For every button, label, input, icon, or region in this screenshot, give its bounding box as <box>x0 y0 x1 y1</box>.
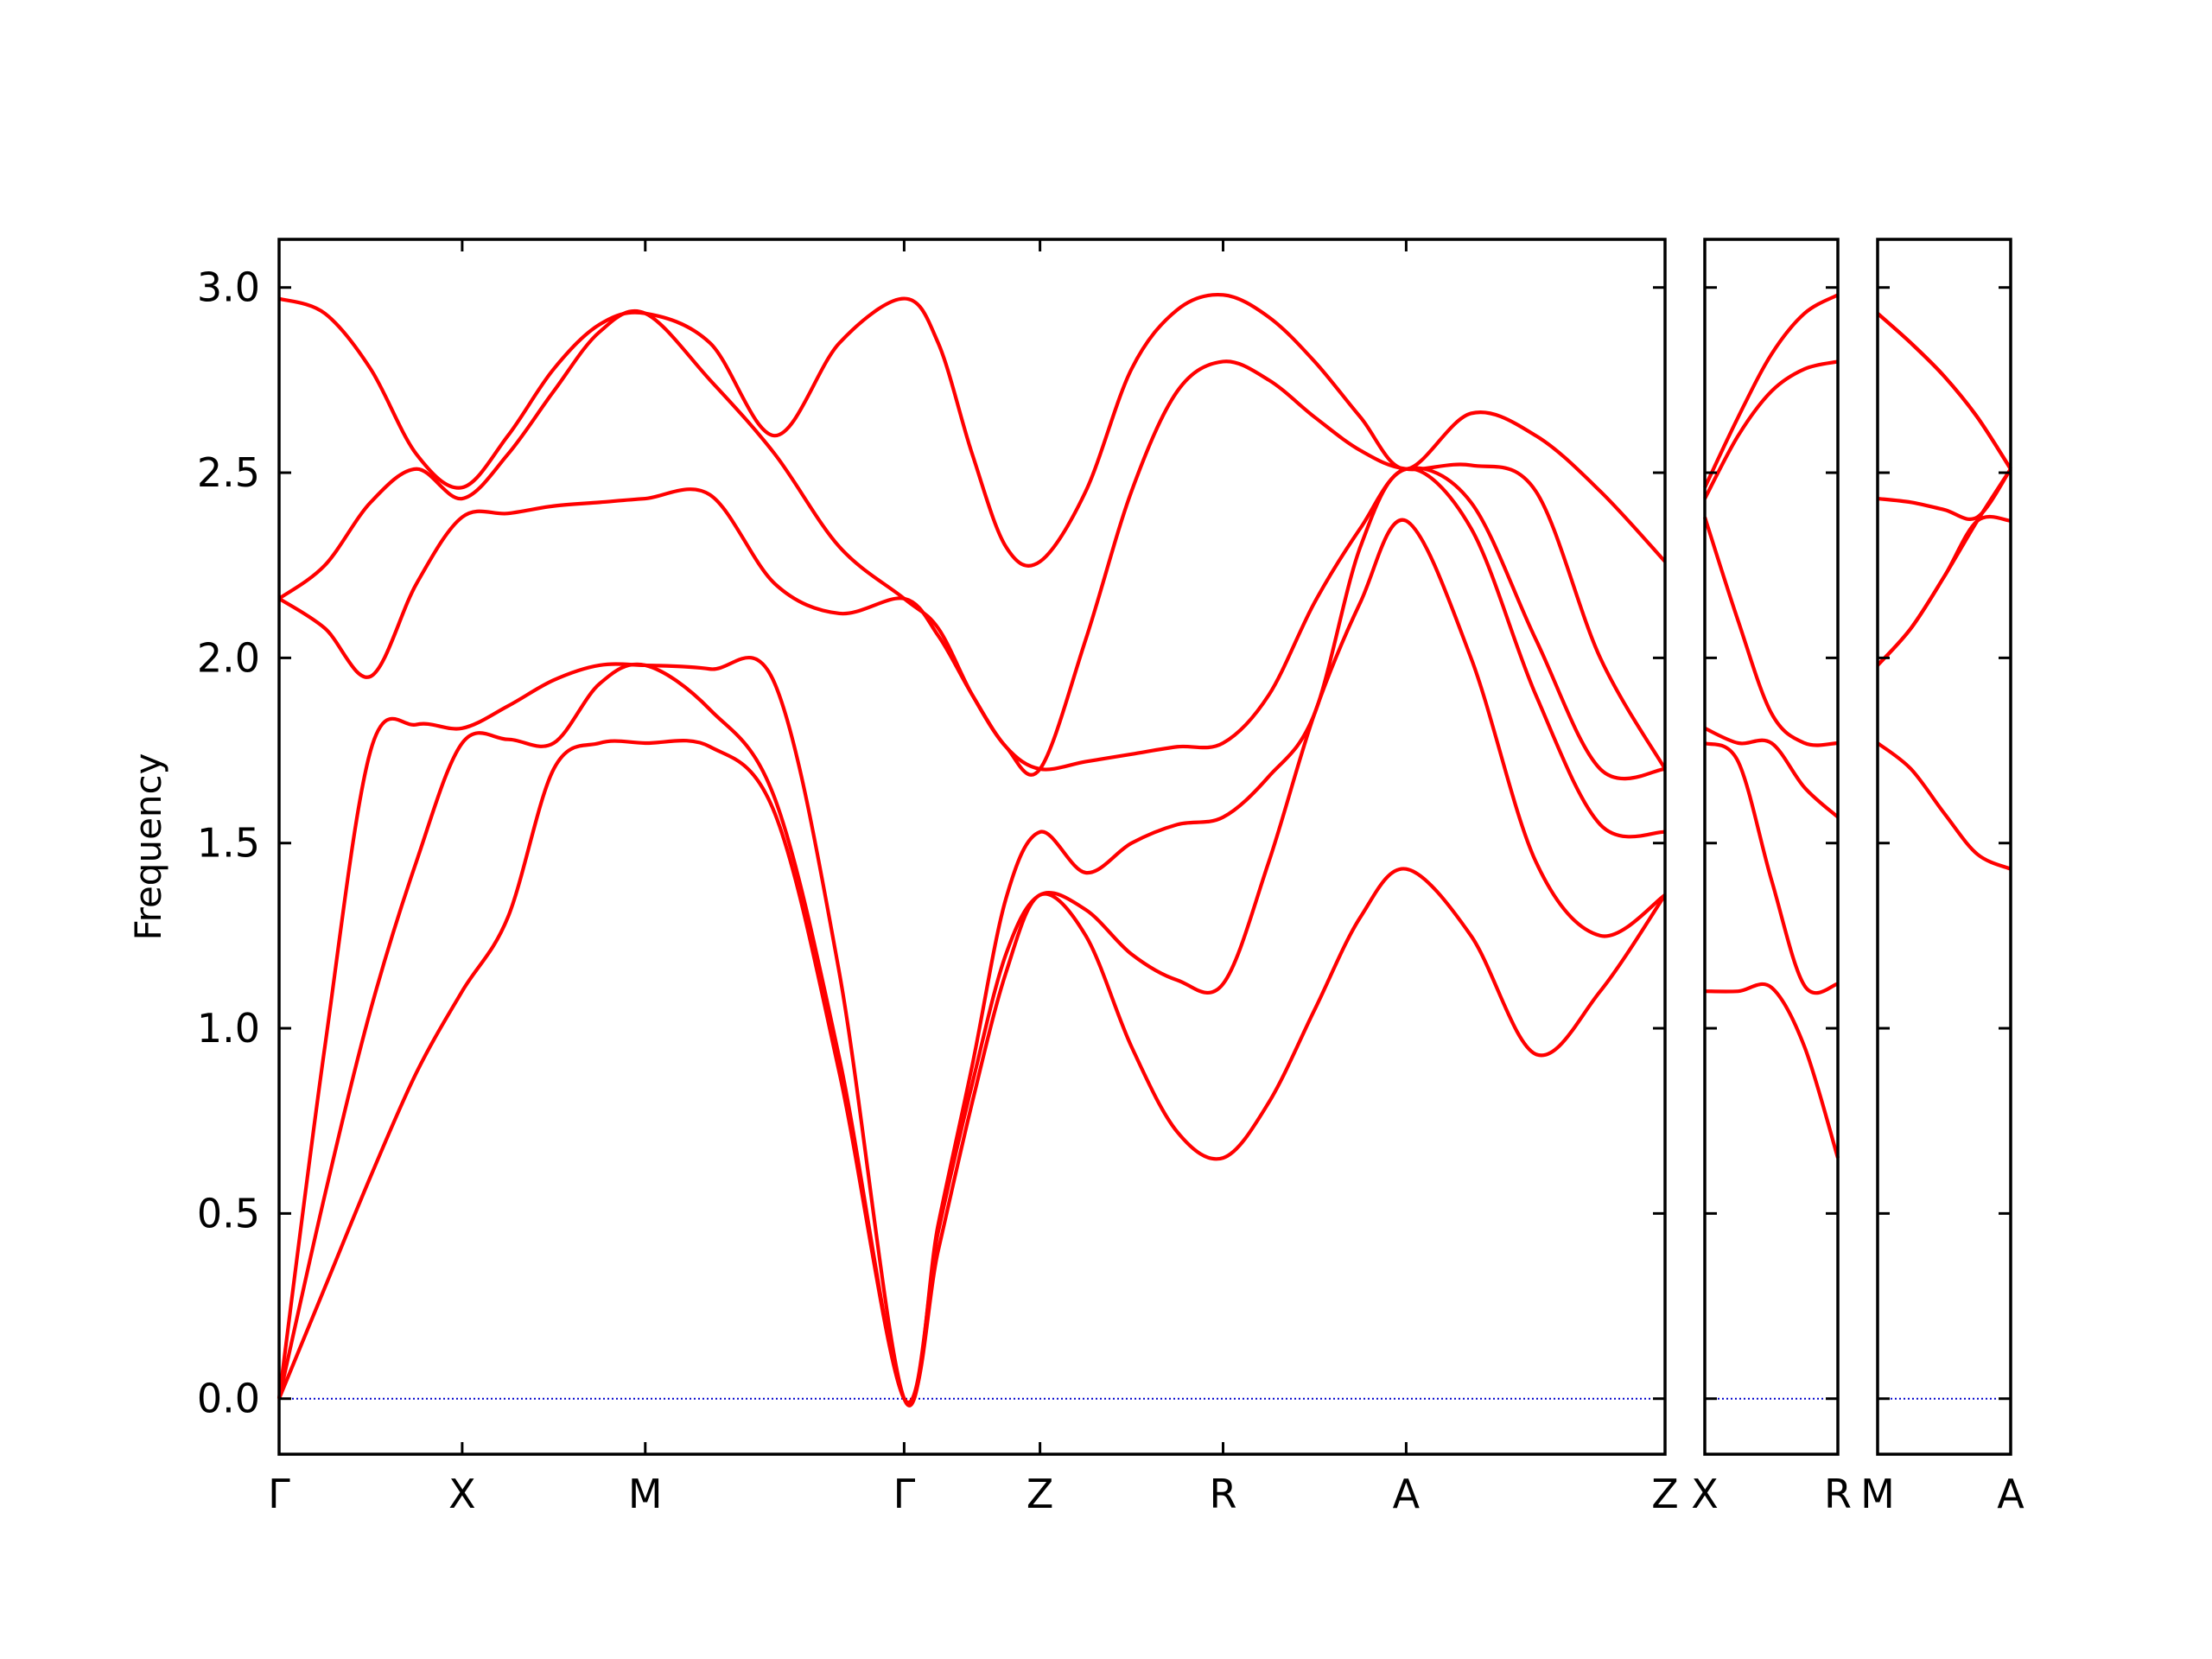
y-tick-label: 1.0 <box>197 1005 260 1052</box>
x-tick-label: M <box>1860 1471 1895 1517</box>
x-tick-label: X <box>1691 1471 1719 1517</box>
x-tick-label: A <box>1393 1471 1421 1517</box>
band-line <box>276 467 1666 1408</box>
axes-frame <box>277 238 1667 1456</box>
x-tick-label: Z <box>1027 1471 1054 1517</box>
band-line <box>1876 741 2012 871</box>
axes-frame <box>1703 238 1840 1456</box>
y-tick-label: 0.0 <box>197 1376 260 1422</box>
band-line <box>1877 467 2012 521</box>
band-line <box>277 308 1667 777</box>
x-tick-label: Γ <box>893 1471 916 1517</box>
y-tick-label: 3.0 <box>197 264 260 311</box>
band-line <box>1703 741 1839 995</box>
y-tick-label: 0.5 <box>197 1190 260 1236</box>
band-line <box>1876 312 2012 470</box>
band-line <box>276 518 1667 1404</box>
y-axis-label: Frequency <box>127 753 169 941</box>
x-tick-label: R <box>1824 1471 1852 1517</box>
band-line <box>1704 982 1840 1159</box>
band-line <box>1876 312 2012 470</box>
y-tick-label: 2.0 <box>197 634 260 681</box>
x-tick-label: M <box>628 1471 663 1517</box>
band-line <box>1704 726 1840 819</box>
x-tick-label: A <box>1997 1471 2024 1517</box>
x-tick-label: R <box>1210 1471 1237 1517</box>
band-line <box>1703 359 1839 500</box>
x-tick-label: Γ <box>268 1471 290 1517</box>
x-tick-label: Z <box>1651 1471 1679 1517</box>
band-line <box>1703 293 1840 489</box>
band-line <box>1703 516 1839 747</box>
band-line <box>278 292 1667 568</box>
axes-frame <box>1876 238 2012 1456</box>
y-tick-label: 1.5 <box>197 820 260 867</box>
y-tick-label: 2.5 <box>197 449 260 496</box>
band-line <box>277 739 1667 1405</box>
x-tick-label: X <box>448 1471 476 1517</box>
